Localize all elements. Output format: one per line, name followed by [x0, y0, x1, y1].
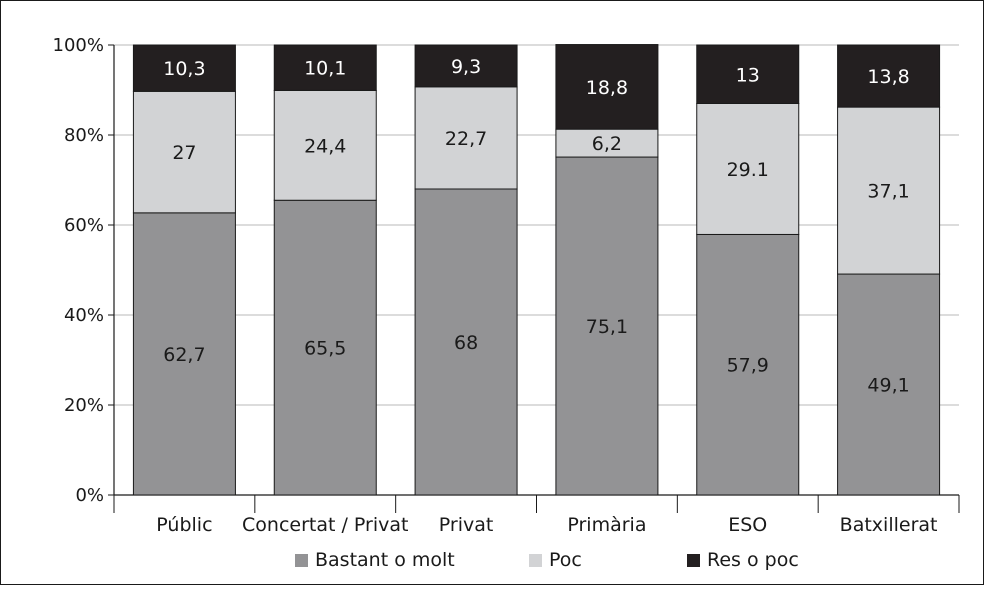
data-label: 75,1	[586, 316, 628, 338]
data-label: 29.1	[727, 159, 769, 181]
bars	[132, 44, 941, 496]
x-category-label: Primària	[567, 514, 646, 536]
y-tick-label: 80%	[64, 125, 104, 146]
bar-segment	[696, 233, 800, 496]
bar-segment	[132, 90, 236, 214]
y-tick-label: 20%	[64, 395, 104, 416]
x-category-label: Batxillerat	[840, 514, 938, 536]
data-label: 10,3	[163, 58, 205, 80]
data-label: 10,1	[304, 58, 346, 80]
bar-segment	[273, 199, 377, 496]
data-label: 6,2	[592, 133, 622, 155]
y-tick-label: 60%	[64, 215, 104, 236]
x-category-label: Públic	[156, 514, 212, 536]
data-label: 13	[736, 64, 760, 86]
data-label: 27	[172, 142, 196, 164]
bar-segment	[696, 44, 800, 104]
legend-swatch	[687, 554, 700, 567]
data-label: 68	[454, 332, 478, 354]
data-label: 22,7	[445, 128, 487, 150]
data-label: 49,1	[867, 375, 909, 397]
data-label: 24,4	[304, 135, 346, 157]
bar-segment	[414, 86, 518, 190]
bar-segment	[132, 44, 236, 92]
x-category-label: Privat	[439, 514, 494, 536]
data-label: 62,7	[163, 344, 205, 366]
bar-segment	[273, 89, 377, 201]
bar-segment	[273, 44, 377, 91]
bar-segment	[555, 44, 659, 130]
bar-segment	[132, 212, 236, 496]
legend-swatch	[529, 554, 542, 567]
data-label: 9,3	[451, 56, 481, 78]
y-tick-label: 100%	[53, 35, 104, 56]
data-label: 57,9	[727, 355, 769, 377]
legend: Bastant o molt Poc Res o poc	[295, 549, 799, 571]
bar-segment	[414, 188, 518, 496]
x-category-label: ESO	[728, 514, 767, 536]
bar-segment	[555, 128, 659, 158]
x-category-label: Concertat / Privat	[242, 514, 408, 536]
bar-segment	[696, 103, 800, 235]
legend-label: Poc	[549, 549, 582, 571]
data-labels: 62,7 27 10,3 65,5 24,4 10,1 68 22,7 9,3 75,1 6,2 18…	[163, 56, 909, 397]
legend-label: Bastant o molt	[315, 549, 455, 571]
y-tick-label: 0%	[75, 485, 104, 506]
y-tick-label: 40%	[64, 305, 104, 326]
legend-label: Res o poc	[707, 549, 799, 571]
data-label: 65,5	[304, 338, 346, 360]
data-label: 37,1	[867, 181, 909, 203]
bar-segment	[414, 44, 518, 88]
legend-swatch	[295, 554, 308, 567]
data-label: 18,8	[586, 77, 628, 99]
data-label: 13,8	[867, 66, 909, 88]
axes: 0% 20% 40% 60% 80% 100% Públic Concertat / Priv…	[53, 35, 960, 536]
bar-segment	[837, 106, 941, 275]
bar-segment	[837, 273, 941, 496]
bar-segment	[837, 44, 941, 108]
bar-segment	[555, 156, 659, 496]
gridlines	[114, 44, 959, 406]
